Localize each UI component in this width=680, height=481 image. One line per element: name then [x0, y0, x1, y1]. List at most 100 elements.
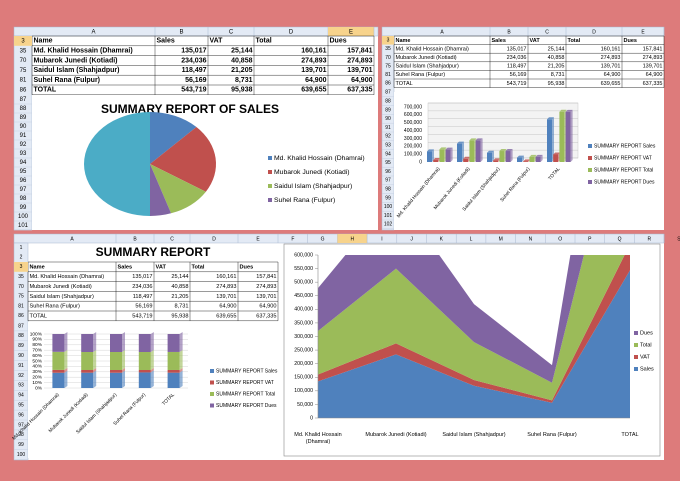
- number-cell: 234,036: [507, 55, 527, 61]
- area: [318, 255, 625, 401]
- bar-side: [64, 370, 68, 388]
- column-letter: Q: [618, 236, 622, 242]
- row-number: 89: [20, 115, 27, 121]
- row-number: 90: [20, 124, 27, 130]
- bar-segment: [167, 351, 180, 370]
- y-tick-label: 700,000: [404, 104, 422, 110]
- column-letter: G: [321, 236, 325, 242]
- column-letter: D: [212, 236, 216, 242]
- x-tick-box: Md. Khalid Hossain (Dhamrai): [294, 432, 342, 445]
- number-cell: 274,893: [601, 55, 621, 61]
- column-heading: Total: [256, 38, 272, 45]
- row-number: 98: [18, 432, 24, 438]
- bar-top: [439, 147, 447, 150]
- name-cell: Saidul Islam (Shahjadpur): [34, 67, 120, 74]
- y-tick-label: 400,000: [404, 128, 422, 134]
- bar-segment: [110, 369, 122, 373]
- number-cell: 139,701: [301, 67, 326, 74]
- row-number: 93: [20, 151, 27, 157]
- y-tick-label: 300,000: [404, 136, 422, 142]
- row-number: 91: [18, 363, 24, 369]
- number-cell: 160,161: [301, 48, 326, 55]
- row-number: 94: [385, 151, 391, 157]
- legend-swatch: [210, 392, 214, 396]
- y-tick-label: 450,000: [294, 293, 313, 299]
- row-number: 97: [18, 422, 24, 428]
- row-number: 94: [18, 393, 24, 399]
- row-number: 70: [385, 55, 391, 61]
- column-letter: I: [381, 236, 382, 242]
- number-cell: 543,719: [507, 81, 527, 87]
- bar-side: [150, 368, 154, 373]
- number-cell: 95,938: [548, 81, 565, 87]
- row-number: 98: [20, 196, 27, 202]
- row-number: 99: [20, 205, 27, 211]
- bar: [433, 160, 439, 162]
- number-cell: 64,900: [351, 77, 373, 84]
- column-letter: B: [179, 30, 183, 36]
- bar: [517, 157, 522, 162]
- legend-label: Sales: [640, 366, 654, 372]
- number-cell: 135,017: [132, 274, 152, 280]
- selected-row: [14, 36, 32, 46]
- legend-swatch: [588, 180, 592, 184]
- number-cell: 40,858: [548, 55, 565, 61]
- legend-swatch: [588, 168, 592, 172]
- bar-side: [93, 332, 97, 352]
- row-number: 92: [385, 134, 391, 140]
- x-tick-label: Md. Khalid Hossain (Dhamrai): [294, 432, 342, 445]
- bar: [469, 140, 475, 162]
- legend-swatch: [268, 156, 272, 160]
- legend-label: Mubarok Junedi (Kotiadi): [274, 169, 350, 176]
- column-letter: A: [70, 236, 74, 242]
- bar-side: [432, 149, 434, 162]
- y-tick-label: 60%: [32, 353, 42, 359]
- bar-side: [492, 150, 494, 162]
- name-cell: TOTAL: [30, 313, 48, 319]
- bar-side: [510, 149, 513, 162]
- column-letter: F: [291, 236, 294, 242]
- legend-swatch: [268, 170, 272, 174]
- pie-slice: [150, 112, 197, 164]
- bar-top: [469, 138, 477, 141]
- row-number: 94: [20, 160, 27, 166]
- number-cell: 234,036: [132, 284, 152, 290]
- row-number: 2: [20, 255, 23, 261]
- column-heading: VAT: [530, 38, 541, 44]
- name-cell: Mubarok Junedi (Kotiadi): [396, 55, 457, 61]
- bar-segment: [110, 351, 122, 370]
- number-cell: 160,161: [601, 46, 621, 52]
- column-heading: VAT: [156, 264, 167, 270]
- bar: [457, 143, 462, 162]
- row-number: 98: [385, 187, 391, 193]
- bar-side: [122, 370, 125, 388]
- column-letter: E: [256, 236, 260, 242]
- column-heading: Total: [568, 38, 581, 44]
- row-number: 92: [18, 373, 24, 379]
- pie-slice: [150, 164, 172, 216]
- number-cell: 64,900: [219, 304, 236, 310]
- bar-segment: [167, 334, 180, 352]
- bar-top: [433, 158, 441, 161]
- bar-side: [480, 138, 483, 162]
- column-letter: A: [91, 30, 95, 36]
- number-cell: 637,335: [643, 81, 663, 87]
- number-cell: 639,655: [216, 313, 236, 319]
- y-tick-label: 200,000: [294, 361, 313, 367]
- bar-segment: [110, 372, 122, 388]
- bar-top: [505, 149, 513, 152]
- number-cell: 95,938: [171, 313, 188, 319]
- number-cell: 25,144: [231, 48, 253, 55]
- row-number: 35: [385, 46, 391, 52]
- name-cell: Suhel Rana (Fulpur): [396, 72, 446, 78]
- row-number: 86: [18, 313, 24, 319]
- column-heading: Dues: [240, 264, 254, 270]
- column-letter: L: [470, 236, 473, 242]
- x-tick-box: Suhel Rana (Fulpur): [527, 432, 577, 438]
- name-cell: Md. Khalid Hossain (Dhamrai): [396, 46, 470, 52]
- row-number: 81: [385, 72, 391, 78]
- bar-top: [529, 154, 537, 157]
- column-header-bar: [13, 26, 379, 37]
- number-cell: 25,144: [548, 46, 565, 52]
